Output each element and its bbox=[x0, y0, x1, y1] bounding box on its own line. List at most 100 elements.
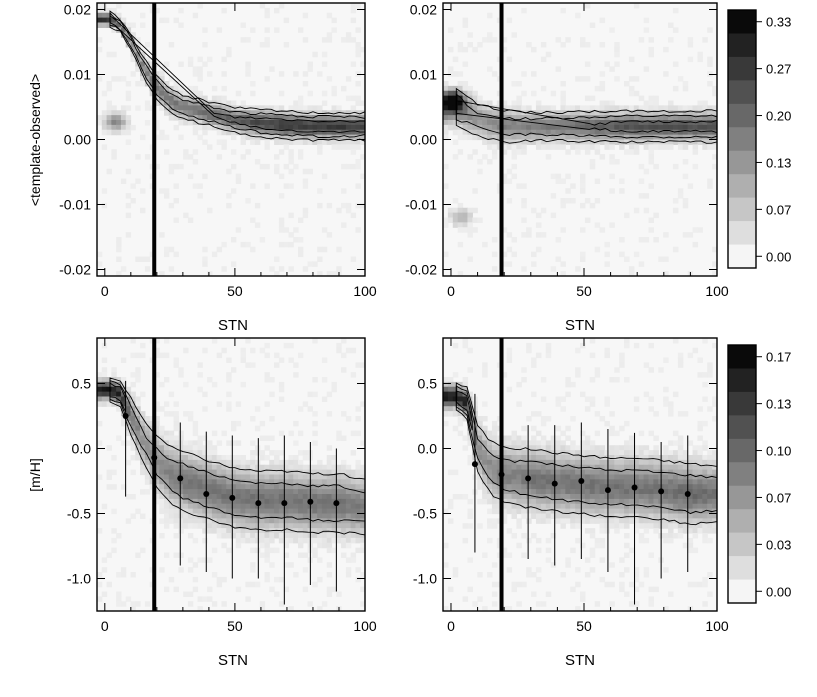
median-point bbox=[177, 475, 184, 482]
heatmap-cell bbox=[264, 372, 270, 378]
heatmap-cell bbox=[173, 110, 179, 116]
heatmap-cell bbox=[614, 105, 620, 111]
heatmap-cell bbox=[697, 489, 703, 495]
heatmap-cell bbox=[604, 115, 610, 121]
heatmap-cell bbox=[97, 7, 103, 14]
heatmap-cell bbox=[707, 110, 713, 116]
heatmap-cell bbox=[216, 95, 223, 102]
heatmap-cell bbox=[452, 342, 459, 349]
heatmap-cell bbox=[555, 435, 562, 441]
heatmap-cell bbox=[159, 232, 165, 238]
heatmap-cell bbox=[668, 508, 674, 515]
heatmap-cell bbox=[677, 129, 684, 136]
heatmap-cell bbox=[154, 416, 160, 422]
heatmap-cell bbox=[298, 542, 304, 549]
heatmap-cell bbox=[452, 110, 459, 116]
heatmap-cell bbox=[288, 606, 294, 611]
heatmap-cell bbox=[648, 430, 654, 437]
y-tick-label: -0.5 bbox=[67, 506, 91, 522]
heatmap-cell bbox=[589, 401, 596, 407]
heatmap-cell bbox=[202, 523, 208, 529]
heatmap-cell bbox=[550, 144, 557, 150]
heatmap-cell bbox=[521, 455, 527, 461]
heatmap-cell bbox=[633, 518, 640, 524]
heatmap-cell bbox=[235, 474, 242, 480]
heatmap-cell bbox=[648, 51, 654, 58]
heatmap-cell bbox=[491, 266, 498, 272]
median-point bbox=[498, 471, 505, 478]
heatmap-cell bbox=[560, 513, 566, 519]
heatmap-cell bbox=[614, 508, 620, 515]
heatmap-cell bbox=[317, 202, 323, 209]
heatmap-cell bbox=[707, 503, 713, 510]
heatmap-cell bbox=[540, 120, 547, 126]
heatmap-cell bbox=[614, 129, 620, 136]
heatmap-cell bbox=[663, 533, 669, 539]
heatmap-cell bbox=[565, 188, 571, 194]
heatmap-cell bbox=[609, 154, 615, 160]
heatmap-cell bbox=[638, 139, 645, 145]
heatmap-cell bbox=[521, 513, 527, 519]
heatmap-cell bbox=[462, 120, 469, 126]
heatmap-cell bbox=[125, 81, 132, 87]
heatmap-cell bbox=[269, 450, 275, 456]
heatmap-cell bbox=[360, 513, 365, 519]
y-tick-label: -0.01 bbox=[59, 197, 91, 213]
heatmap-cell bbox=[589, 459, 596, 466]
heatmap-cell bbox=[614, 124, 620, 131]
heatmap-cell bbox=[565, 198, 571, 204]
heatmap-cell bbox=[336, 144, 342, 150]
heatmap-cell bbox=[624, 464, 630, 471]
heatmap-cell bbox=[226, 406, 232, 412]
heatmap-cell bbox=[692, 523, 699, 529]
heatmap-cell bbox=[140, 342, 146, 349]
heatmap-cell bbox=[472, 601, 478, 607]
heatmap-cell bbox=[355, 459, 361, 466]
heatmap-cell bbox=[521, 183, 527, 189]
heatmap-cell bbox=[235, 227, 242, 233]
heatmap-cell bbox=[584, 469, 591, 476]
heatmap-cell bbox=[125, 406, 132, 412]
heatmap-cell bbox=[511, 173, 517, 180]
heatmap-cell bbox=[298, 134, 304, 141]
heatmap-cell bbox=[240, 120, 246, 126]
heatmap-cell bbox=[293, 163, 299, 170]
heatmap-cell bbox=[443, 134, 449, 141]
heatmap-cell bbox=[336, 110, 342, 116]
heatmap-cell bbox=[254, 202, 261, 209]
heatmap-cell bbox=[211, 479, 218, 485]
heatmap-cell bbox=[589, 352, 596, 359]
heatmap-cell bbox=[668, 523, 674, 529]
heatmap-cell bbox=[599, 484, 606, 490]
heatmap-cell bbox=[491, 484, 498, 490]
heatmap-cell bbox=[443, 124, 449, 131]
heatmap-cell bbox=[697, 518, 703, 524]
heatmap-cell bbox=[540, 134, 547, 141]
heatmap-cell bbox=[144, 455, 151, 461]
heatmap-cell bbox=[609, 445, 615, 451]
heatmap-cell bbox=[535, 474, 542, 480]
heatmap-cell bbox=[482, 37, 488, 43]
heatmap-cell bbox=[643, 139, 650, 145]
heatmap-cell bbox=[140, 76, 146, 82]
heatmap-cell bbox=[560, 508, 566, 515]
heatmap-cell bbox=[643, 66, 650, 72]
heatmap-cell bbox=[545, 115, 552, 121]
heatmap-cell bbox=[168, 474, 175, 480]
heatmap-cell bbox=[712, 459, 717, 466]
heatmap-cell bbox=[111, 124, 117, 131]
heatmap-cell bbox=[643, 523, 650, 529]
heatmap-cell bbox=[697, 508, 703, 515]
heatmap-cell bbox=[614, 513, 620, 519]
heatmap-cell bbox=[321, 469, 328, 476]
heatmap-cell bbox=[472, 207, 478, 214]
heatmap-cell bbox=[278, 90, 285, 97]
heatmap-cell bbox=[278, 513, 285, 519]
heatmap-cell bbox=[216, 513, 223, 519]
y-tick-label: 0.0 bbox=[72, 441, 92, 457]
heatmap-cell bbox=[317, 537, 323, 544]
heatmap-cell bbox=[677, 362, 684, 368]
heatmap-cell bbox=[350, 503, 357, 510]
heatmap-cell bbox=[443, 115, 449, 121]
heatmap-cell bbox=[604, 484, 610, 490]
